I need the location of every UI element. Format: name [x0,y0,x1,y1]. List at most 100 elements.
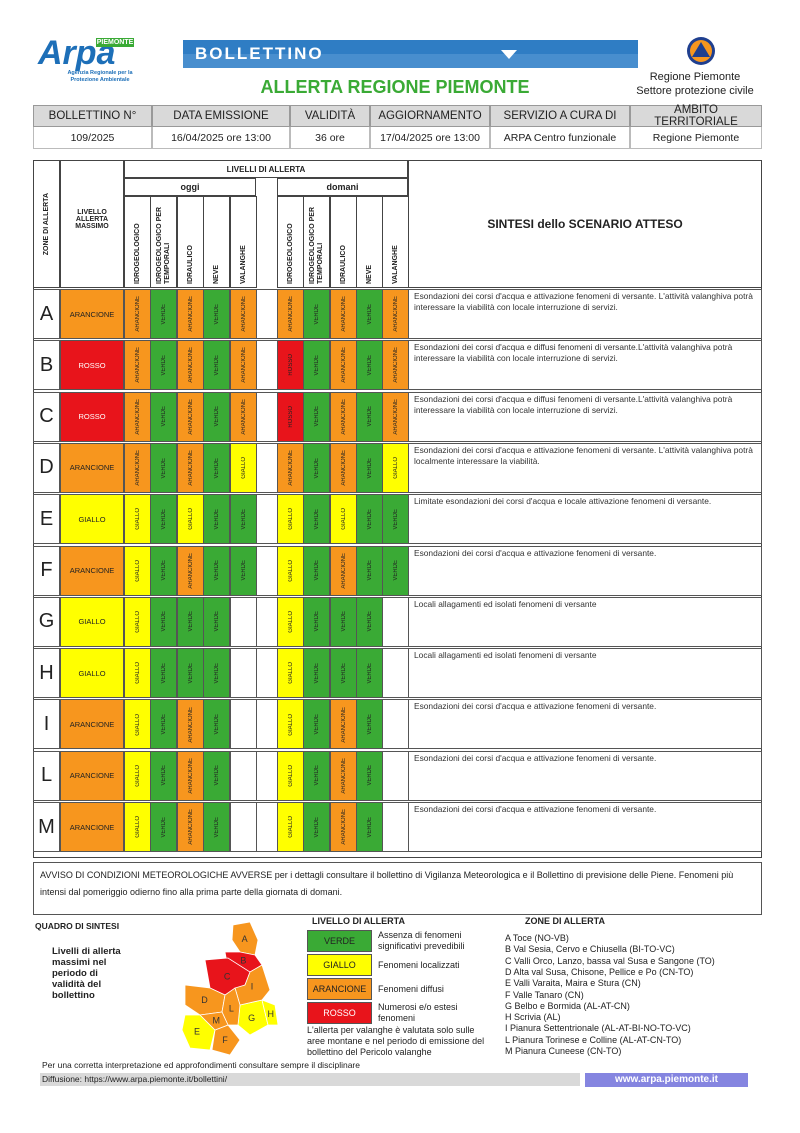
column-gap [256,391,277,442]
level-label: GIALLO [187,508,194,531]
today-level: VERDE [203,648,230,699]
banner-background [183,40,638,68]
tomorrow-level: GIALLO [277,648,304,699]
tomorrow-level: VERDE [303,699,330,750]
level-label: VERDE [392,508,399,530]
zone-letter: M [33,802,60,852]
zone-letter: H [33,648,60,699]
max-level: GIALLO [60,596,124,647]
today-level: VERDE [150,699,177,750]
map-zone-label: D [201,995,208,1005]
map-zone-label: M [213,1016,221,1026]
civil-protection-emblem [687,37,715,65]
level-label: VERDE [160,611,167,633]
tomorrow-level: GIALLO [330,494,357,545]
today-level: VERDE [203,289,230,339]
map-zone-label: I [251,981,254,991]
level-label: VERDE [313,714,320,735]
map-zone-label: C [224,971,231,981]
tomorrow-level: VERDE [330,596,357,647]
level-label: VERDE [313,354,320,376]
today-level: VERDE [203,699,230,750]
today-level: VERDE [203,750,230,801]
zones-title: ZONE DI ALLERTA [525,916,605,926]
today-level [230,802,257,852]
tomorrow-level: VERDE [356,340,383,391]
legend-description: Numerosi e/o estesi fenomeni [378,1002,458,1023]
column-header-cell: NEVE [356,196,383,288]
today-level: GIALLO [230,442,257,493]
zone-letter: B [33,340,60,391]
level-label: ARANCIONE [392,398,399,435]
tomorrow-level: GIALLO [277,596,304,647]
scenario-text: Locali allagamenti ed isolati fenomeni d… [408,596,762,647]
column-gap [256,545,277,596]
today-level: ARANCIONE [124,340,151,391]
tomorrow-level: VERDE [356,391,383,442]
scenario-text: Limitate esondazioni dei corsi d'acqua e… [408,494,762,545]
column-gap [256,699,277,750]
tomorrow-level: VERDE [303,340,330,391]
today-level: VERDE [150,750,177,801]
level-label: VERDE [366,560,373,581]
column-header-cell: IDRAULICO [330,196,357,288]
level-label: ARANCIONE [134,296,141,332]
zone-header-text: ZONE DI ALLERTA [43,192,50,256]
level-label: ARANCIONE [340,757,347,794]
level-label: ARANCIONE [287,450,294,486]
today-level: VERDE [150,442,177,493]
level-label: VERDE [213,406,220,427]
tomorrow-level: ARANCIONE [330,802,357,852]
zone-letter: D [33,442,60,493]
column-gap [256,289,277,339]
today-level: VERDE [150,648,177,699]
tomorrow-level: VERDE [356,699,383,750]
today-level: VERDE [150,545,177,596]
tomorrow-level: VERDE [356,596,383,647]
tomorrow-level: ARANCIONE [330,289,357,339]
level-label: ARANCIONE [240,296,247,332]
tomorrow-level: VERDE [303,750,330,801]
today-level: VERDE [203,494,230,545]
zone-description: B Val Sesia, Cervo e Chiusella (BI-TO-VC… [505,944,675,955]
level-label: ARANCIONE [392,347,399,384]
info-value: 109/2025 [33,127,152,149]
column-gap [256,648,277,699]
column-header: VALANGHE [239,245,247,284]
map-zone-label: F [222,1035,228,1045]
tomorrow-level: ARANCIONE [330,340,357,391]
today-level: ARANCIONE [177,391,204,442]
today-header: oggi [124,178,256,196]
max-level: ARANCIONE [60,545,124,596]
info-value: 16/04/2025 ore 13:00 [152,127,290,149]
level-label: ARANCIONE [187,398,194,435]
level-label: GIALLO [287,610,294,633]
zone-letter: E [33,494,60,545]
level-label: VERDE [160,816,167,838]
tomorrow-level: ARANCIONE [330,545,357,596]
level-label: ROSSO [287,405,294,428]
level-label: VERDE [160,508,167,530]
map-zone [204,957,251,996]
column-gap [256,750,277,801]
today-level [230,750,257,801]
tomorrow-level: GIALLO [277,699,304,750]
tomorrow-level: VERDE [356,289,383,339]
level-label: ARANCIONE [240,347,247,384]
level-label: ARANCIONE [340,347,347,384]
scenario-text: Esondazioni dei corsi d'acqua e attivazi… [408,545,762,596]
level-label: GIALLO [134,713,141,736]
level-label: VERDE [313,457,320,479]
zone-description: F Valle Tanaro (CN) [505,989,584,1000]
max-level: ARANCIONE [60,699,124,750]
level-label: VERDE [366,406,373,427]
tomorrow-level: VERDE [356,750,383,801]
legend-description: Fenomeni diffusi [378,983,444,994]
tomorrow-level: ARANCIONE [330,699,357,750]
today-level: ARANCIONE [230,289,257,339]
tomorrow-level: VERDE [303,391,330,442]
column-header: IDROGEOLOGICO PER TEMPORALI [308,206,324,284]
tomorrow-level: VERDE [303,545,330,596]
summary-caption: Livelli di allerta massimi nel periodo d… [52,946,121,1001]
info-header: DATA EMISSIONE [152,105,290,127]
